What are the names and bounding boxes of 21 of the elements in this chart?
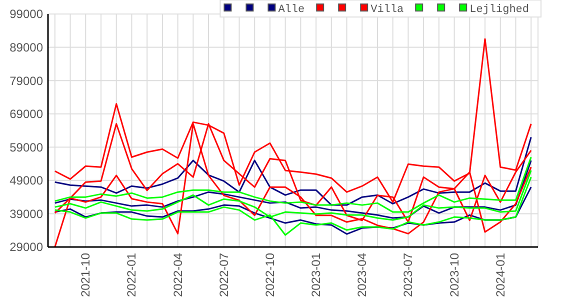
y-tick-label: 49000 [10, 174, 44, 188]
y-tick-label: 29000 [10, 240, 44, 254]
legend-label: Villa [370, 4, 404, 16]
x-tick-label: 2023-07 [401, 252, 416, 298]
y-tick-label: 79000 [10, 74, 44, 88]
x-tick-label: 2022-01 [124, 252, 139, 298]
x-tick-label: 2024-01 [493, 252, 508, 298]
x-tick-label: 2022-07 [216, 252, 231, 298]
y-tick-label: 69000 [10, 107, 44, 122]
x-tick-label: 2021-10 [78, 252, 93, 298]
x-tick-label: 2022-04 [170, 252, 185, 298]
y-tick-label: 89000 [10, 40, 44, 54]
legend-label: Lejlighed [470, 4, 530, 16]
x-tick-label: 2022-10 [262, 252, 277, 298]
y-tick-label: 39000 [10, 206, 44, 221]
x-tick-label: 2023-01 [309, 252, 324, 298]
y-tick-label: 59000 [10, 140, 44, 154]
y-tick-label: 99000 [10, 7, 44, 22]
x-tick-label: 2023-10 [447, 252, 462, 298]
legend-label: Alle [278, 4, 305, 16]
x-tick-label: 2023-04 [355, 252, 370, 298]
